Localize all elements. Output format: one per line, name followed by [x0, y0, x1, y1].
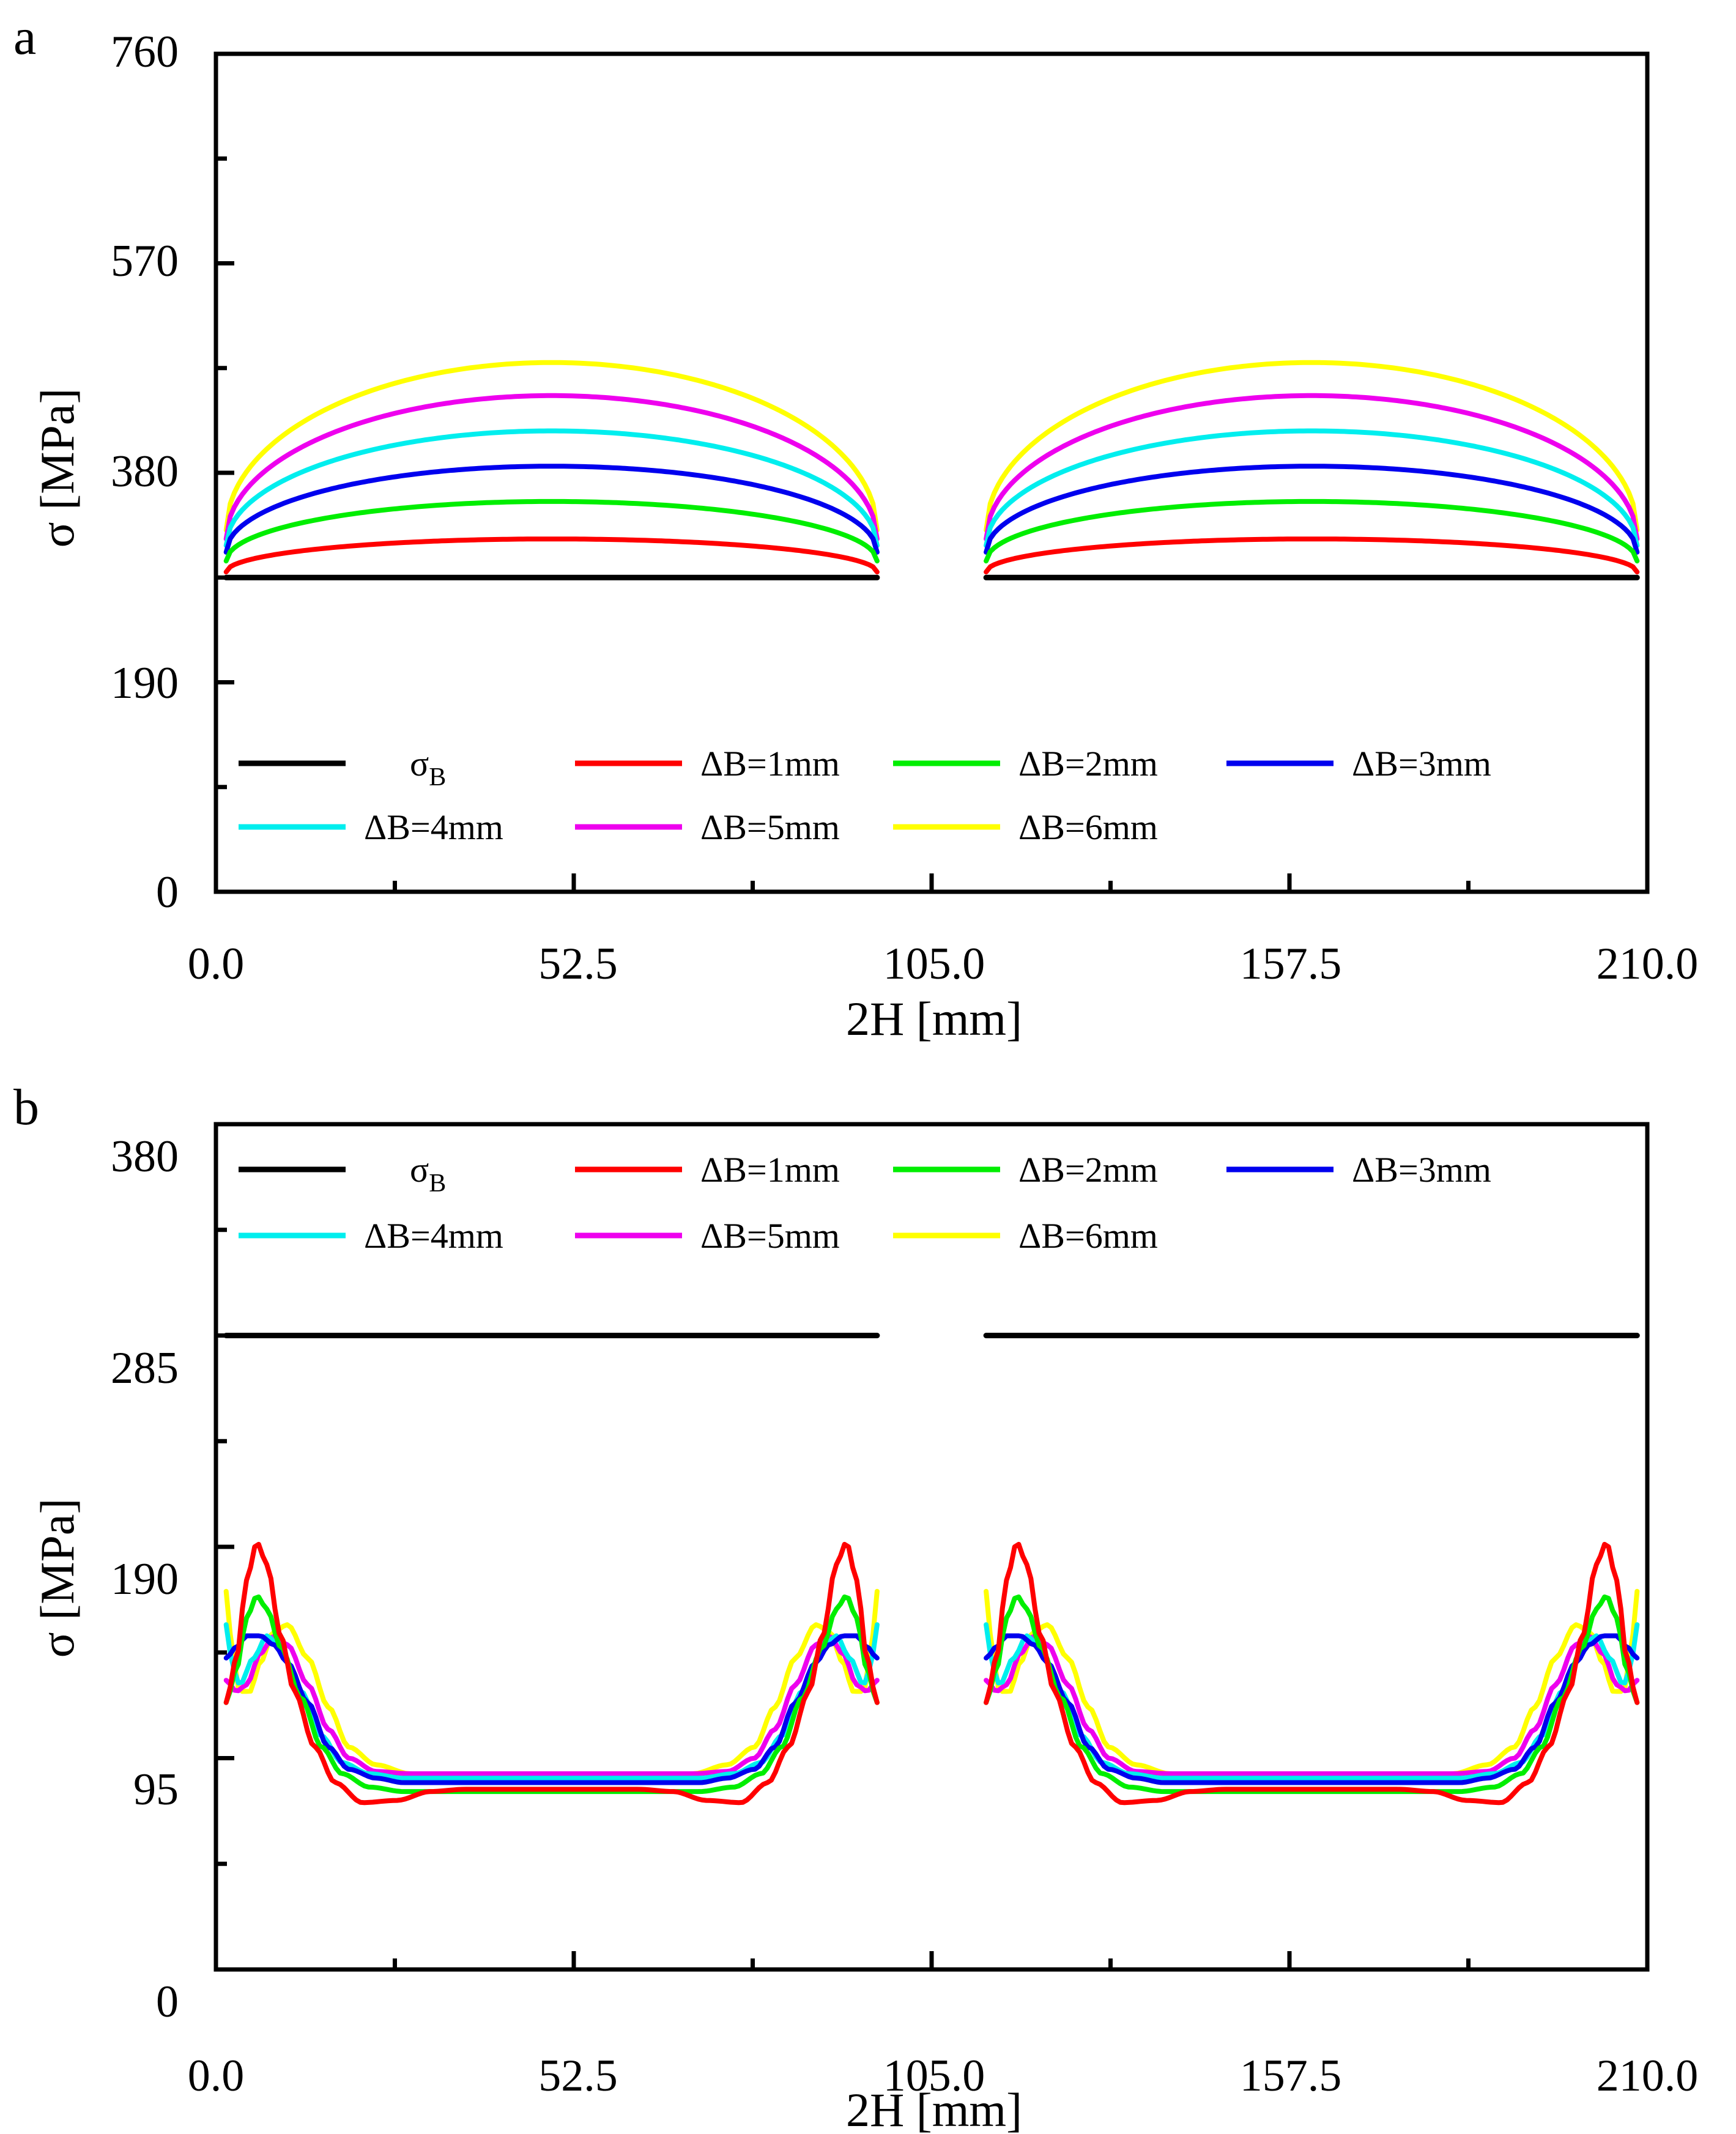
panel-a-series-line-db3-seg1 [223, 464, 880, 555]
panel-a-y-tick-label: 190 [111, 658, 179, 708]
panel-a-x-tick-labels: 0.0 52.5 105.0 157.5 210.0 [188, 939, 1699, 989]
panel-a-series-line-db1-seg1 [223, 536, 880, 575]
panel-a-series-line-db5-seg2 [984, 393, 1640, 542]
panel-b-legend-label: ΔB=2mm [1018, 1150, 1158, 1190]
panel-a-plot-lines [223, 360, 1640, 580]
panel-b: b 0.0 52.5 105.0 157.5 210.0 0 95 190 28… [13, 1079, 1698, 2134]
panel-b-series-line-db1-seg2 [984, 1541, 1640, 1806]
panel-b-y-tick-label: 95 [133, 1765, 179, 1815]
panel-a-series-line-db3-seg2 [984, 464, 1640, 555]
panel-a-x-tick-label: 0.0 [188, 939, 245, 989]
panel-b-y-tick-label: 0 [156, 1977, 179, 2027]
panel-b-plot-frame [213, 1122, 1650, 1972]
panel-b-y-tick-label: 380 [111, 1132, 179, 1182]
panel-b-x-axis-title: 2H [mm] [846, 2083, 1022, 2134]
panel-a-series-line-db1-seg2 [984, 536, 1640, 575]
panel-b-label: b [13, 1079, 39, 1136]
panel-b-x-tick-label: 0.0 [188, 2051, 245, 2101]
panel-b-x-tick-label: 105.0 [883, 2051, 985, 2101]
panel-a-y-tick-label: 570 [111, 236, 179, 286]
panel-a-series-line-db4-seg1 [223, 428, 880, 548]
panel-a-series-line-db6-seg2 [984, 360, 1640, 533]
panel-a-y-axis-title: σ [MPa] [31, 388, 84, 548]
panel-a-y-tick-labels: 0 190 380 570 760 [111, 27, 179, 917]
panel-b-plot-lines [223, 1333, 1640, 1806]
panel-a-series-line-db2-seg1 [223, 498, 880, 564]
panel-a-legend-label: ΔB=2mm [1018, 744, 1158, 784]
panel-a-series-line-db4-seg2 [984, 428, 1640, 548]
panel-a-y-tick-label: 0 [156, 867, 179, 917]
panel-a-label: a [13, 9, 36, 65]
panel-a-plot-frame [213, 51, 1650, 894]
panel-b-x-tick-label: 157.5 [1240, 2051, 1342, 2101]
panel-a: a 0.0 52.5 105.0 157.5 210.0 0 190 380 5… [13, 9, 1698, 1045]
panel-b-series-line-db3-seg1 [223, 1633, 880, 1785]
panel-a-x-tick-label: 52.5 [538, 939, 618, 989]
panel-b-y-tick-label: 285 [111, 1343, 179, 1393]
panel-a-legend-label: σB [410, 744, 446, 791]
panel-b-series-line-db5-seg1 [223, 1633, 880, 1776]
panel-b-series-line-db3-seg2 [984, 1633, 1640, 1785]
panel-a-series-line-db2-seg2 [984, 498, 1640, 564]
panel-a-series-line-db6-seg1 [223, 360, 880, 533]
panel-b-y-tick-labels: 0 95 190 285 380 [111, 1132, 179, 2027]
panel-a-series-line-db5-seg1 [223, 393, 880, 542]
panel-b-y-axis-title: σ [MPa] [31, 1499, 84, 1658]
panel-a-legend-label: ΔB=5mm [700, 807, 840, 847]
panel-a-y-tick-label: 380 [111, 446, 179, 497]
panel-a-x-tick-label: 210.0 [1597, 939, 1699, 989]
panel-a-legend-label: ΔB=4mm [364, 807, 503, 847]
panel-b-legend-label: ΔB=4mm [364, 1216, 503, 1256]
panel-b-y-tick-label: 190 [111, 1554, 179, 1604]
panel-b-legend-label: σB [410, 1150, 446, 1198]
panel-b-x-tick-label: 210.0 [1597, 2051, 1699, 2101]
panel-b-series-line-db1-seg1 [223, 1541, 880, 1806]
panel-a-legend-label: ΔB=3mm [1352, 744, 1491, 784]
panel-a-x-tick-label: 157.5 [1240, 939, 1342, 989]
panel-b-legend-label: ΔB=1mm [700, 1150, 840, 1190]
panel-b-x-tick-label: 52.5 [538, 2051, 618, 2101]
panel-b-x-tick-labels: 0.0 52.5 105.0 157.5 210.0 [188, 2051, 1699, 2101]
panel-b-legend-label: ΔB=3mm [1352, 1150, 1491, 1190]
panel-b-legend-label: ΔB=6mm [1018, 1216, 1158, 1256]
panel-a-x-axis-title: 2H [mm] [846, 992, 1022, 1045]
panel-a-y-tick-label: 760 [111, 27, 179, 77]
panel-a-legend: σB ΔB=1mm ΔB=2mm ΔB=3mm ΔB=4mm ΔB=5mm ΔB=6mm [239, 744, 1491, 847]
panel-b-legend-label: ΔB=5mm [700, 1216, 840, 1256]
panel-a-legend-label: ΔB=1mm [700, 744, 840, 784]
panel-b-legend: σB ΔB=1mm ΔB=2mm ΔB=3mm ΔB=4mm ΔB=5mm ΔB=6mm [239, 1150, 1491, 1256]
panel-a-x-tick-label: 105.0 [883, 939, 985, 989]
panel-a-legend-label: ΔB=6mm [1018, 807, 1158, 847]
panel-b-series-line-db5-seg2 [984, 1633, 1640, 1776]
